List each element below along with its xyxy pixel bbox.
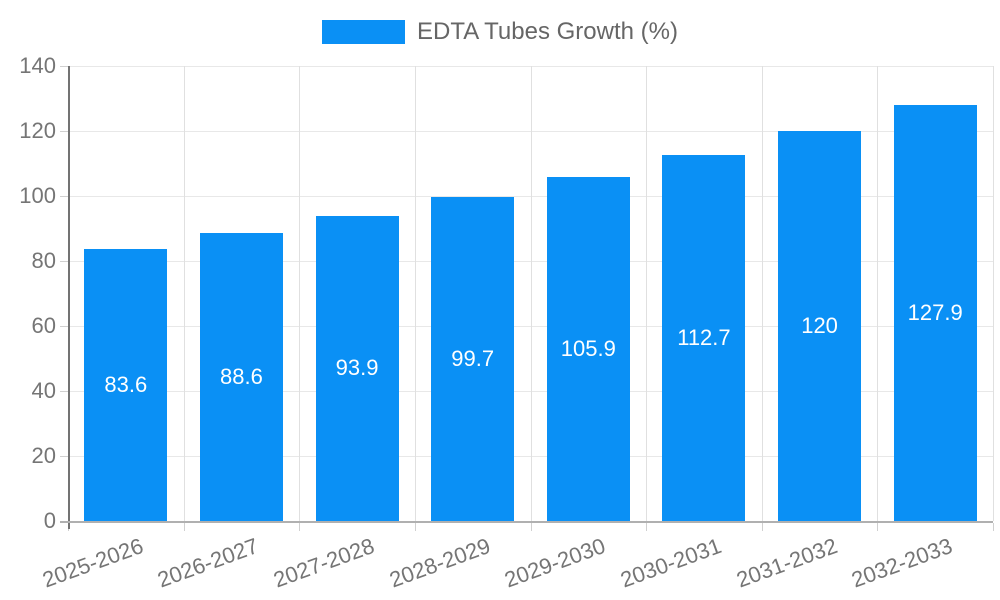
gridline-vertical (414, 66, 416, 521)
bar-value-label: 127.9 (907, 300, 963, 326)
y-axis-tick-mark (60, 131, 68, 132)
x-axis-tick-mark (761, 523, 763, 531)
x-axis-tick-mark (414, 523, 416, 531)
gridline-vertical (993, 66, 994, 521)
y-axis-tick-mark (60, 456, 68, 457)
bar-2031-2032[interactable] (778, 131, 862, 521)
y-tick-label: 40 (31, 378, 56, 403)
legend-label: EDTA Tubes Growth (%) (417, 18, 678, 45)
y-tick-label: 80 (31, 248, 56, 273)
gridline-vertical (183, 66, 185, 521)
plot-area: 83.6 88.6 93.9 99.7 105.9 112.7 120 127.9 (68, 66, 994, 521)
bar-2029-2030[interactable] (546, 176, 630, 521)
y-axis-tick-mark (60, 261, 68, 262)
y-tick-label: 120 (19, 118, 56, 143)
bar-2032-2033[interactable] (893, 105, 977, 521)
bar-value-label: 112.7 (677, 324, 731, 350)
bar-2025-2026[interactable] (84, 249, 168, 521)
bar-2027-2028[interactable] (315, 215, 399, 521)
bar-value-label: 88.6 (220, 364, 263, 390)
bar-2030-2031[interactable] (662, 154, 746, 521)
x-axis-tick-mark (877, 523, 879, 531)
bar-value-label: 93.9 (335, 355, 379, 381)
y-axis-tick-mark (60, 326, 68, 327)
x-axis-tick-mark (530, 523, 532, 531)
x-tick-label-2025-2026: 2025-2026 (38, 533, 147, 593)
x-tick-label-2030-2031: 2030-2031 (617, 533, 725, 593)
y-axis-line (68, 66, 70, 529)
gridline-vertical (761, 66, 763, 521)
y-axis-tick-mark (60, 196, 68, 197)
x-axis-tick-mark (299, 523, 301, 531)
x-tick-label-2029-2030: 2029-2030 (501, 533, 609, 593)
y-tick-label: 60 (31, 313, 56, 338)
legend-item-edta-tubes-growth[interactable]: EDTA Tubes Growth (%) (322, 18, 678, 46)
legend: EDTA Tubes Growth (%) (0, 18, 1000, 46)
bar-value-label: 120 (801, 313, 838, 338)
x-axis-tick-mark (646, 523, 648, 531)
x-tick-label-2031-2032: 2031-2032 (732, 533, 841, 593)
gridline-vertical (877, 66, 879, 521)
gridline-vertical (646, 66, 648, 521)
bar-value-label: 99.7 (451, 345, 495, 371)
x-axis-line (60, 521, 993, 523)
y-tick-label: 0 (43, 508, 56, 533)
y-tick-label: 140 (19, 53, 56, 78)
bar-value-label: 105.9 (560, 335, 616, 361)
bar-value-label: 83.6 (104, 372, 148, 398)
x-tick-label-2028-2029: 2028-2029 (385, 533, 494, 593)
x-tick-label-2027-2028: 2027-2028 (270, 533, 378, 593)
x-axis-tick-mark (183, 523, 185, 531)
y-tick-label: 20 (31, 443, 56, 468)
bar-2026-2027[interactable] (199, 233, 283, 521)
y-axis-tick-mark (60, 66, 68, 67)
gridline-vertical (299, 66, 301, 521)
x-tick-label-2032-2033: 2032-2033 (848, 533, 956, 593)
bar-2028-2029[interactable] (431, 196, 515, 521)
x-tick-label-2026-2027: 2026-2027 (154, 533, 262, 593)
legend-swatch-icon (322, 20, 406, 44)
y-axis-tick-mark (60, 391, 68, 392)
y-tick-label: 100 (19, 183, 56, 208)
x-axis-tick-mark (993, 523, 994, 531)
gridline-vertical (530, 66, 532, 521)
